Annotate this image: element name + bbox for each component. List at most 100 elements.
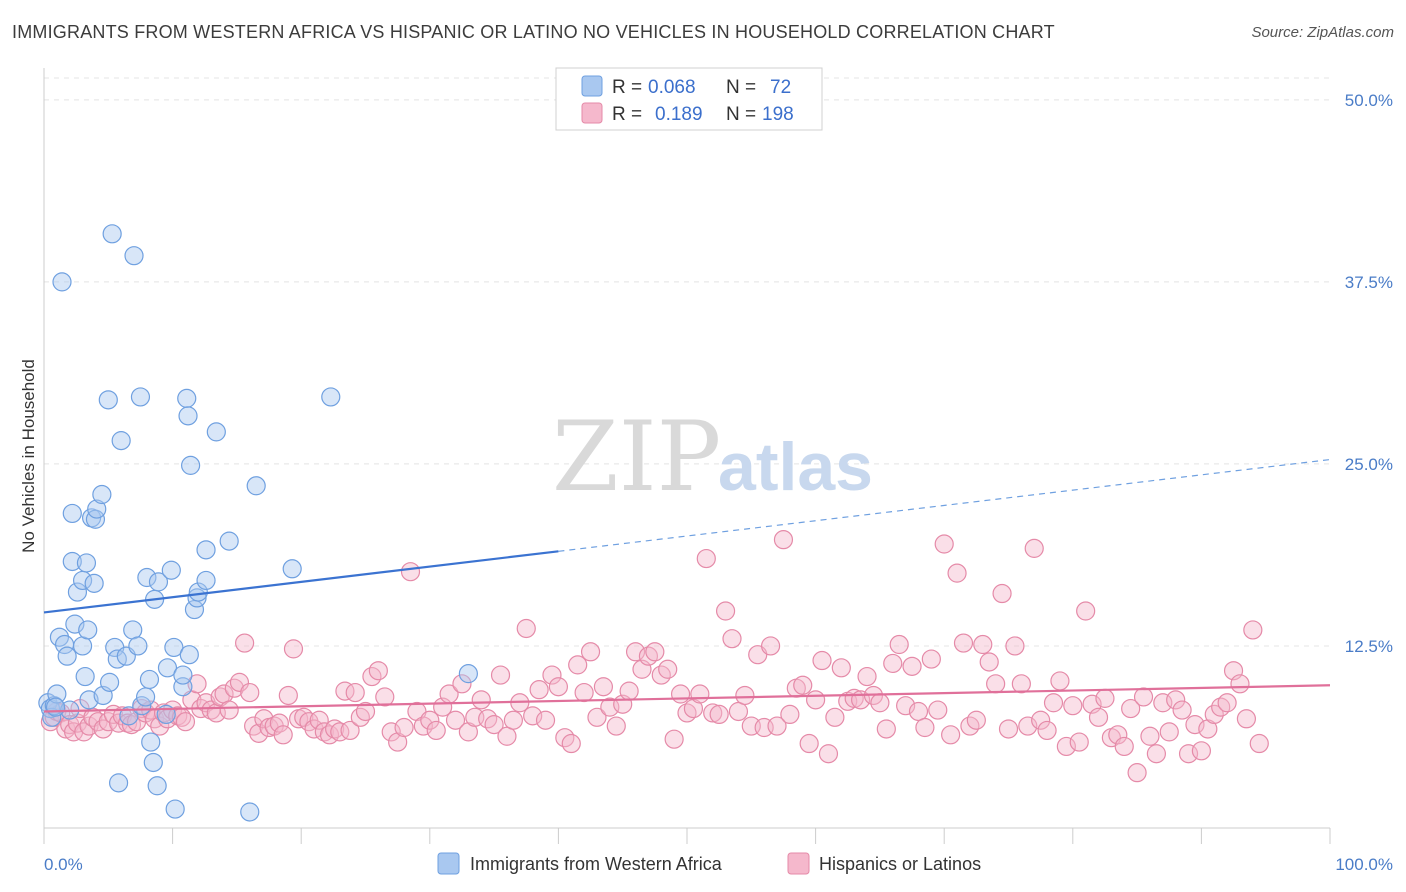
data-point <box>561 733 581 754</box>
watermark-zip: ZIP <box>552 401 721 513</box>
y-tick-label: 37.5% <box>1345 273 1393 292</box>
legend-n-value-pink: 198 <box>762 104 794 125</box>
data-point <box>664 729 684 749</box>
data-point <box>902 656 922 676</box>
data-point <box>452 674 472 694</box>
data-point <box>229 672 250 692</box>
data-point <box>593 677 614 697</box>
trend-lines <box>43 458 1331 713</box>
data-point <box>368 661 388 681</box>
data-point <box>1127 763 1147 783</box>
data-point <box>219 531 239 551</box>
data-point <box>1088 707 1109 727</box>
data-point <box>282 559 302 579</box>
data-point <box>908 701 929 722</box>
data-point <box>72 636 93 656</box>
data-point <box>941 725 961 745</box>
data-point <box>1159 722 1179 742</box>
data-point <box>619 681 639 701</box>
data-point <box>1056 736 1076 757</box>
data-point <box>818 744 839 764</box>
data-point <box>870 693 890 713</box>
data-point <box>108 773 129 793</box>
data-point <box>825 707 845 727</box>
data-point <box>164 637 184 658</box>
data-point <box>321 387 341 407</box>
data-point <box>283 639 304 659</box>
data-point <box>219 700 239 720</box>
data-point <box>79 690 99 710</box>
data-point <box>767 716 787 736</box>
data-point <box>542 665 562 685</box>
data-point <box>1037 720 1057 741</box>
y-axis-label: No Vehicles in Household <box>19 359 38 553</box>
trend-line-blue <box>43 550 559 614</box>
data-point <box>178 406 198 426</box>
data-point <box>523 706 543 726</box>
tick-labels: 12.5% 25.0% 37.5% 50.0% 0.0% 100.0% <box>44 91 1393 874</box>
data-point <box>1249 733 1269 754</box>
data-point <box>812 650 832 671</box>
data-point <box>273 725 293 745</box>
data-point <box>928 700 948 720</box>
data-point <box>240 802 260 822</box>
data-point <box>128 636 148 656</box>
data-point <box>728 701 749 722</box>
data-point <box>735 685 755 706</box>
y-tick-label: 25.0% <box>1345 455 1393 474</box>
y-tick-label: 12.5% <box>1345 637 1393 656</box>
data-point <box>141 732 161 752</box>
data-point <box>1043 693 1064 713</box>
data-point <box>426 720 446 741</box>
data-point <box>165 799 185 819</box>
chart-title: IMMIGRANTS FROM WESTERN AFRICA VS HISPAN… <box>12 22 1055 42</box>
data-point <box>799 733 819 754</box>
data-point <box>87 499 107 519</box>
data-point <box>992 583 1012 604</box>
data-point <box>580 642 601 662</box>
data-point <box>269 713 289 733</box>
data-point <box>1005 636 1025 656</box>
data-point <box>1217 693 1237 713</box>
data-point <box>345 682 365 703</box>
data-point <box>670 684 691 704</box>
data-point <box>400 562 421 582</box>
data-point <box>606 716 626 736</box>
data-point <box>1204 704 1224 725</box>
data-point <box>1133 687 1154 707</box>
data-point <box>84 573 104 593</box>
x-tick-label: 0.0% <box>44 855 83 874</box>
data-point <box>52 272 72 292</box>
data-point <box>102 224 122 244</box>
data-point <box>516 618 536 639</box>
data-point <box>62 503 82 524</box>
data-point <box>709 704 729 725</box>
legend-r-value-blue: 0.068 <box>648 77 696 98</box>
data-point <box>625 642 646 662</box>
data-point <box>76 553 97 573</box>
data-point <box>394 717 414 738</box>
data-point <box>921 649 941 669</box>
data-point <box>973 634 993 655</box>
data-point <box>350 707 370 727</box>
data-point <box>445 710 466 730</box>
data-point <box>658 659 678 679</box>
data-point <box>883 653 903 674</box>
data-point <box>1185 715 1205 735</box>
bottom-legend-swatch-pink <box>787 852 810 875</box>
data-point <box>548 677 569 697</box>
legend-swatch-blue <box>581 75 603 97</box>
data-point <box>793 675 813 695</box>
data-point <box>67 582 88 602</box>
data-point <box>503 710 523 730</box>
series-pink-points <box>40 530 1269 783</box>
data-point <box>309 710 329 730</box>
data-point <box>773 530 794 550</box>
data-point <box>85 509 106 529</box>
legend-r-label-pink: R = <box>612 104 642 125</box>
data-point <box>143 752 163 773</box>
data-point <box>249 723 269 743</box>
data-points <box>38 224 1269 822</box>
data-point <box>181 455 201 475</box>
bottom-legend: Immigrants from Western Africa Hispanics… <box>437 852 981 875</box>
